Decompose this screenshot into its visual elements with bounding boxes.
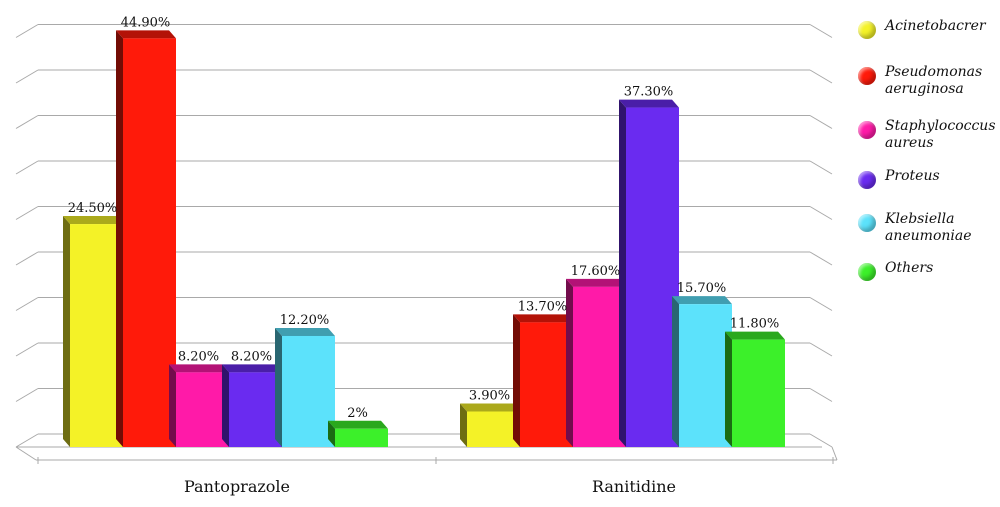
- data-label: 3.90%: [469, 389, 510, 404]
- data-label: 2%: [347, 406, 368, 421]
- gridline-depth-left: [15, 297, 39, 311]
- bar-proteus-ranitidine: [626, 107, 679, 447]
- gridline-depth: [809, 388, 833, 402]
- gridline-depth-left: [15, 251, 39, 266]
- legend-label: Others: [885, 260, 934, 276]
- data-label: 8.20%: [231, 349, 272, 364]
- x-tick-label: Ranitidine: [592, 477, 676, 496]
- gridline-depth: [809, 342, 833, 357]
- bar-side: [275, 327, 282, 447]
- gridline-depth-left: [15, 206, 39, 220]
- bar-klebsiella-aneumoniae-pantoprazole: [282, 335, 335, 447]
- legend-label: Acinetobacrer: [885, 18, 986, 34]
- bar-pseudomonas-aeruginosa-pantoprazole: [123, 38, 176, 447]
- data-label: 13.70%: [518, 299, 568, 314]
- legend-item: Others: [858, 260, 997, 281]
- legend-swatch: [858, 21, 876, 39]
- gridline-depth: [809, 115, 833, 129]
- bar-staphylococcus-aureus-pantoprazole: [176, 372, 229, 447]
- bar-side: [222, 364, 229, 447]
- bars: [63, 30, 785, 447]
- gridline-depth: [809, 69, 833, 84]
- legend-label: Pseudomonas aeruginosa: [885, 64, 983, 97]
- data-label: 17.60%: [571, 264, 621, 279]
- legend-swatch: [858, 214, 876, 232]
- gridline-depth-left: [15, 24, 39, 38]
- gridline-depth: [809, 24, 833, 38]
- bar-klebsiella-aneumoniae-ranitidine: [679, 304, 732, 447]
- gridline-depth: [809, 251, 833, 266]
- data-label: 37.30%: [624, 85, 674, 100]
- bar-side: [619, 99, 626, 447]
- bar-top: [222, 364, 282, 373]
- gridline-depth: [809, 160, 833, 175]
- bar-top: [328, 420, 388, 429]
- legend-label: Proteus: [885, 168, 940, 184]
- gridline-depth: [809, 206, 833, 220]
- gridline-depth-left: [15, 115, 39, 129]
- data-labels: 24.50% 44.90% 8.20% 8.20% 12.20% 2% 3.90% 13.70…: [68, 15, 780, 420]
- bar-acinetobacrer-ranitidine: [467, 411, 520, 447]
- data-label: 44.90%: [121, 15, 171, 30]
- gridline-depth: [809, 297, 833, 311]
- bar-pseudomonas-aeruginosa-ranitidine: [520, 322, 573, 447]
- gridline-depth-left: [15, 342, 39, 357]
- bar-top: [460, 403, 520, 412]
- gridline-depth: [809, 433, 833, 448]
- legend-label: Klebsiella aneumoniae: [885, 211, 972, 244]
- bar-side: [725, 331, 732, 447]
- bar-top: [619, 99, 679, 108]
- bar-staphylococcus-aureus-ranitidine: [573, 286, 626, 447]
- bar-others-pantoprazole: [335, 428, 388, 447]
- bar-side: [460, 403, 467, 447]
- bar-side: [672, 296, 679, 447]
- data-label: 11.80%: [730, 317, 780, 332]
- bar-top: [169, 364, 229, 373]
- data-label: 15.70%: [677, 281, 727, 296]
- gridline-depth-left: [15, 160, 39, 175]
- legend-item: Proteus: [858, 168, 997, 189]
- bar-top: [725, 331, 785, 340]
- bar-top: [116, 30, 176, 39]
- bar-others-ranitidine: [732, 339, 785, 447]
- bar-proteus-pantoprazole: [229, 372, 282, 447]
- data-label: 12.20%: [280, 313, 330, 328]
- data-label: 8.20%: [178, 349, 219, 364]
- bar-acinetobacrer-pantoprazole: [70, 224, 123, 447]
- bar-top: [566, 278, 626, 287]
- bar-side: [63, 216, 70, 447]
- bar-side: [566, 278, 573, 447]
- legend-item: Staphylococcus aureus: [858, 118, 997, 152]
- legend-swatch: [858, 121, 876, 139]
- legend-swatch: [858, 67, 876, 85]
- legend-item: Pseudomonas aeruginosa: [858, 64, 997, 98]
- gridline-depth-left: [15, 69, 39, 84]
- bar-side: [513, 314, 520, 447]
- legend-swatch: [858, 171, 876, 189]
- gridline-depth-left: [15, 388, 39, 402]
- bar-top: [275, 327, 335, 336]
- bar-top: [513, 314, 573, 323]
- bar-side: [328, 420, 335, 447]
- x-axis: Pantoprazole Ranitidine: [37, 457, 834, 496]
- legend-label: Staphylococcus aureus: [885, 118, 996, 151]
- bar-top: [63, 216, 123, 225]
- bar-top: [672, 296, 732, 305]
- bar-side: [169, 364, 176, 447]
- floor-right-edge: [831, 446, 838, 461]
- floor-left-edge: [15, 446, 37, 461]
- bar-side: [116, 30, 123, 447]
- legend-item: Klebsiella aneumoniae: [858, 211, 997, 245]
- legend-swatch: [858, 263, 876, 281]
- gridline-depth-left: [15, 433, 39, 448]
- data-label: 24.50%: [68, 201, 118, 216]
- x-tick-label: Pantoprazole: [184, 477, 290, 496]
- legend-item: Acinetobacrer: [858, 18, 997, 39]
